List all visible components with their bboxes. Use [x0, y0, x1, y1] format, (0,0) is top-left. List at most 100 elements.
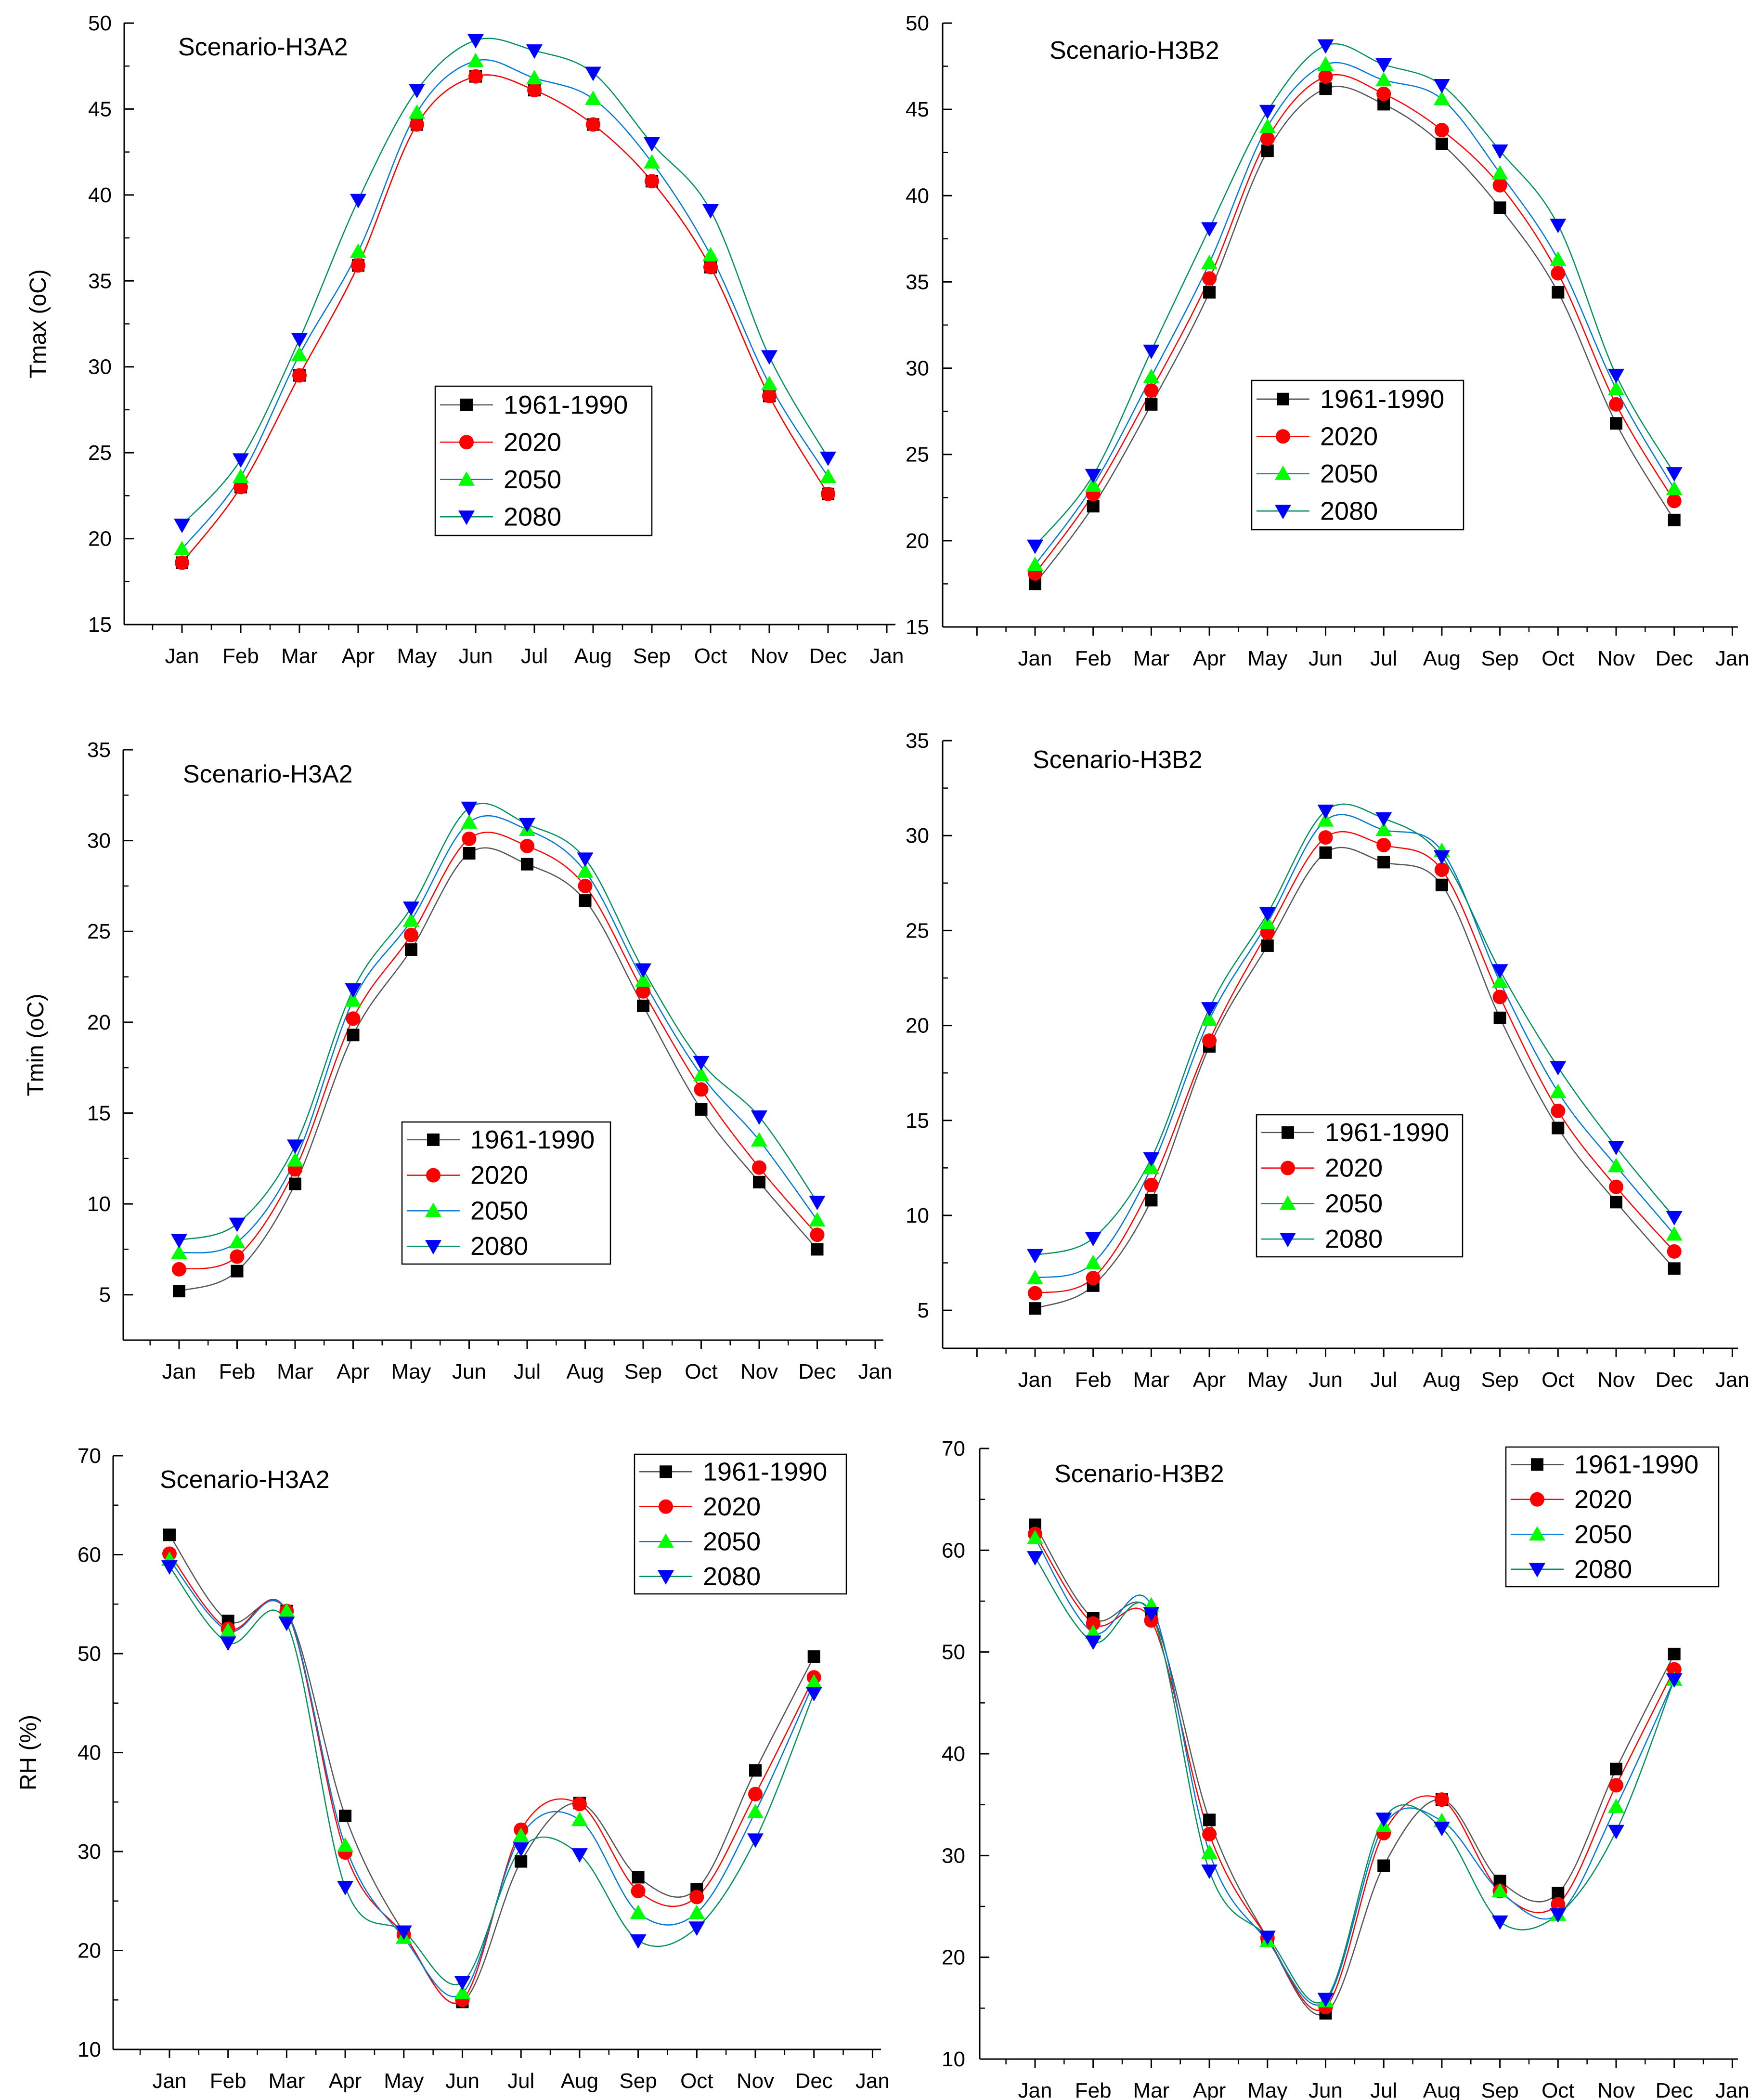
data-point-2050: [1317, 812, 1334, 827]
y-tick-label: 50: [942, 1641, 965, 1664]
data-point-2020: [1667, 1662, 1682, 1677]
data-point-2080: [1491, 144, 1508, 159]
data-point-1961-1990: [163, 1528, 176, 1541]
legend-marker: [1280, 1233, 1296, 1248]
x-tick-label: Feb: [210, 2069, 246, 2093]
x-tick-label: Jun: [1309, 2079, 1343, 2100]
x-tick-label: Jan: [162, 1360, 196, 1383]
data-point-1961-1990: [289, 1177, 301, 1190]
legend-marker: [1282, 1126, 1294, 1139]
data-point-2020: [636, 984, 650, 999]
data-point-2080: [1433, 78, 1450, 93]
data-point-1961-1990: [1319, 846, 1332, 859]
legend-marker: [458, 510, 475, 525]
data-point-2020: [1144, 1177, 1159, 1192]
data-point-2080: [1259, 1930, 1276, 1945]
data-point-2020: [1086, 1616, 1101, 1631]
data-point-1961-1990: [632, 1871, 645, 1884]
data-point-2020: [520, 838, 534, 853]
data-point-2020: [1551, 1104, 1566, 1119]
data-point-2050: [805, 1674, 822, 1689]
y-tick-label: 10: [78, 2038, 101, 2061]
data-point-2080: [702, 204, 719, 219]
x-tick-label: Dec: [798, 1360, 836, 1383]
data-point-2080: [513, 1842, 530, 1857]
data-point-2050: [751, 1132, 767, 1147]
legend: 1961-1990 2020 2050 2080: [1256, 1114, 1464, 1258]
y-tick-label: 25: [906, 443, 929, 467]
legend-marker: [425, 1240, 441, 1255]
x-tick-label: Sep: [633, 644, 671, 668]
legend-label: 2080: [703, 1562, 761, 1591]
data-point-1961-1990: [579, 894, 592, 907]
x-tick-label: Oct: [1542, 1368, 1574, 1392]
legend: 1961-1990 2020 2050 2080: [434, 385, 653, 536]
y-tick-label: 10: [942, 2048, 965, 2071]
data-point-2020: [1376, 837, 1391, 852]
data-point-2020: [1551, 1897, 1566, 1912]
data-point-2050: [403, 912, 419, 927]
data-point-2050: [454, 1984, 471, 1999]
data-point-2050: [1608, 380, 1624, 395]
data-point-1961-1990: [1610, 1196, 1622, 1209]
data-point-2050: [820, 469, 836, 483]
data-point-2050: [702, 247, 719, 261]
x-tick-label: Nov: [1597, 2079, 1635, 2100]
data-point-1961-1990: [1668, 513, 1681, 526]
data-point-2020: [1202, 271, 1217, 286]
legend-label: 2080: [470, 1232, 528, 1261]
data-point-2080: [1143, 344, 1160, 359]
data-point-2020: [1260, 131, 1275, 146]
data-point-2080: [688, 1921, 705, 1936]
data-point-2020: [1609, 1778, 1623, 1793]
legend-label: 2020: [703, 1492, 761, 1521]
data-point-2020: [1144, 383, 1159, 398]
x-tick-label: Jan: [1715, 1368, 1749, 1392]
data-point-1961-1990: [1261, 144, 1274, 157]
data-point-2050: [1259, 118, 1276, 133]
data-point-1961-1990: [347, 1029, 360, 1042]
x-tick-label: Mar: [277, 1360, 313, 1383]
data-point-2080: [1550, 1908, 1567, 1923]
legend-marker: [1276, 429, 1290, 444]
y-tick-label: 25: [88, 441, 112, 465]
data-point-2020: [1434, 862, 1449, 877]
data-point-1961-1990: [1377, 856, 1390, 869]
x-tick-label: Feb: [219, 1360, 256, 1383]
data-point-2080: [278, 1617, 295, 1631]
y-tick-label: 20: [78, 1939, 101, 1963]
y-tick-label: 30: [906, 824, 929, 848]
x-tick-label: Mar: [1133, 2079, 1170, 2100]
x-tick-label: Dec: [809, 644, 847, 668]
data-point-2080: [337, 1880, 354, 1895]
data-point-2050: [1143, 1160, 1160, 1174]
legend-label: 2080: [1574, 1555, 1632, 1584]
x-tick-label: Apr: [1193, 2079, 1226, 2100]
x-tick-label: Jul: [1370, 647, 1397, 670]
data-point-2080: [585, 66, 601, 81]
legend-label: 2020: [1574, 1485, 1632, 1514]
data-point-2020: [1434, 123, 1449, 138]
data-point-1961-1990: [339, 1810, 352, 1823]
data-point-2020: [689, 1890, 704, 1904]
data-point-2080: [1666, 1673, 1683, 1688]
y-tick-label: 10: [87, 1192, 111, 1216]
legend-label: 2050: [1325, 1189, 1383, 1218]
data-point-2080: [1666, 467, 1683, 482]
y-tick-label: 50: [78, 1642, 101, 1666]
data-point-1961-1990: [521, 858, 533, 871]
x-tick-label: Jul: [1370, 2079, 1397, 2100]
x-tick-label: May: [1247, 1368, 1287, 1392]
data-point-2050: [1027, 557, 1043, 572]
data-point-1961-1990: [231, 1265, 244, 1278]
data-point-2080: [395, 1925, 412, 1940]
y-tick-label: 20: [942, 1946, 965, 1970]
x-tick-label: Jun: [452, 1360, 486, 1383]
data-point-2050: [635, 972, 651, 987]
data-point-2080: [174, 519, 190, 534]
data-point-2080: [693, 1056, 710, 1070]
y-tick-label: 20: [906, 529, 929, 553]
y-axis-title: Tmin (oC): [23, 993, 49, 1096]
data-point-2050: [1201, 1844, 1218, 1859]
data-point-2080: [350, 194, 366, 209]
